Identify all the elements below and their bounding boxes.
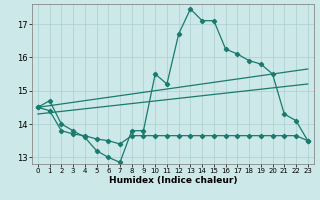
X-axis label: Humidex (Indice chaleur): Humidex (Indice chaleur): [108, 176, 237, 185]
